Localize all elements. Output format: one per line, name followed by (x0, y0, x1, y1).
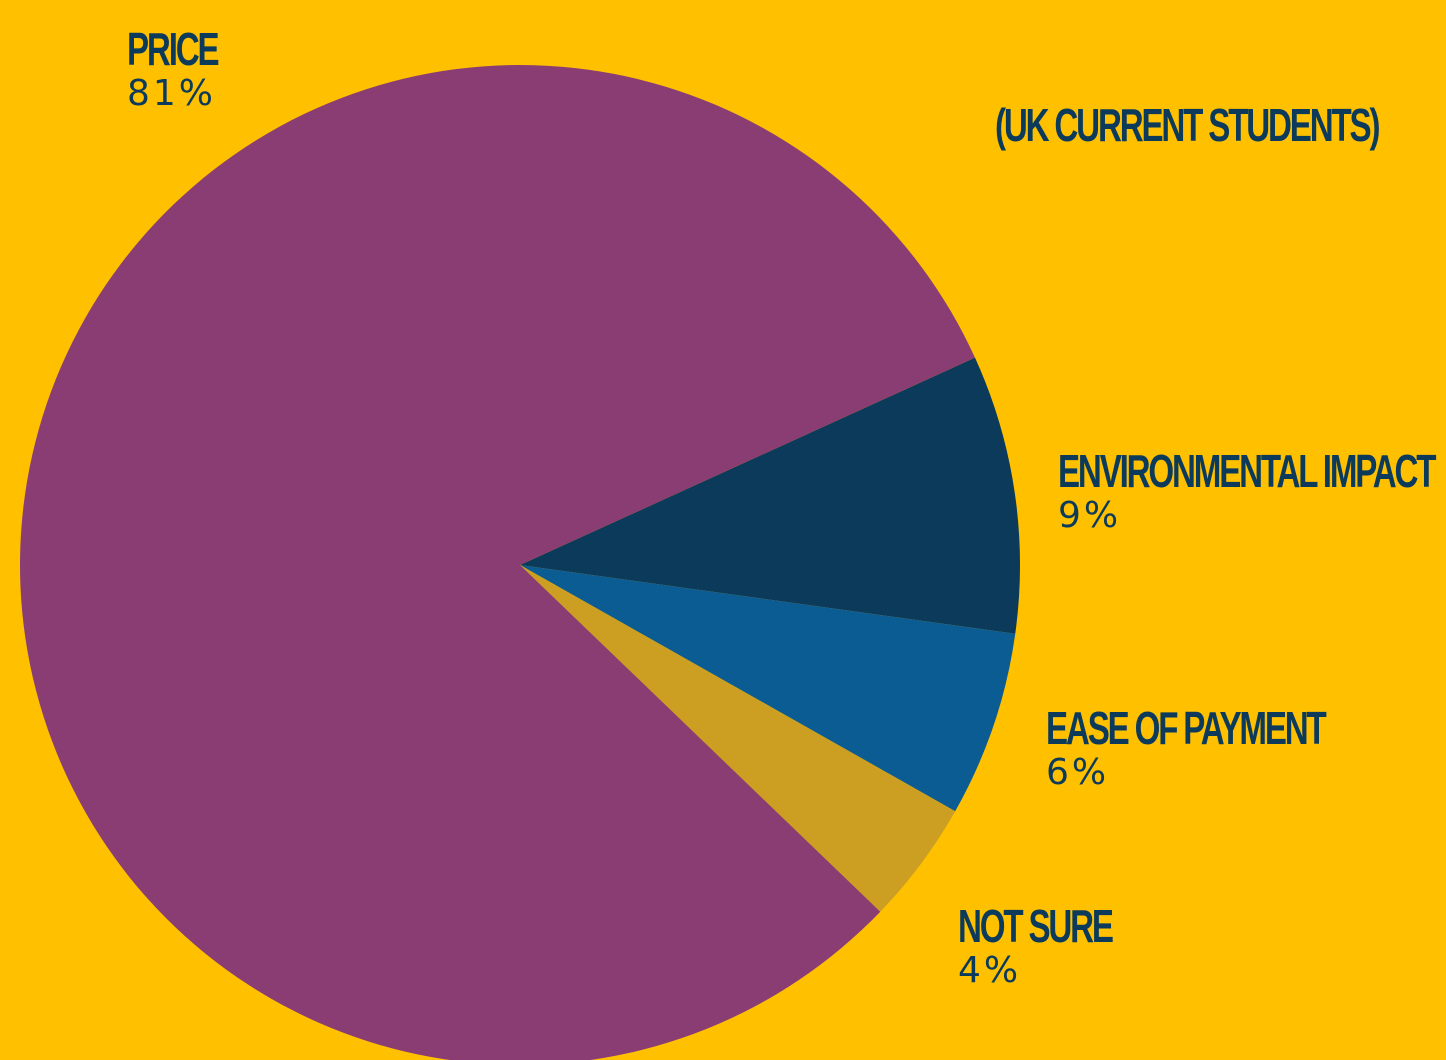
slice-value-price: 81% (127, 73, 217, 114)
label-ease-of-payment: EASE OF PAYMENT 6% (1046, 705, 1433, 791)
slice-label-price: PRICE (127, 23, 220, 75)
label-not-sure: NOT SURE 4% (958, 903, 1172, 989)
slice-label-not-sure: NOT SURE (958, 900, 1114, 952)
slice-label-ease-of-payment: EASE OF PAYMENT (1046, 702, 1327, 754)
slice-label-environmental-impact: ENVIRONMENTAL IMPACT (1058, 445, 1436, 497)
pie-slice-not-sure (520, 565, 956, 912)
label-price: PRICE 81% (127, 26, 253, 112)
slice-value-not-sure: 4% (958, 950, 1022, 991)
pie-slice-price (20, 65, 975, 1060)
pie-slice-ease-of-payment (520, 565, 1016, 812)
slice-value-ease-of-payment: 6% (1046, 752, 1110, 793)
slice-value-environmental-impact: 9% (1058, 495, 1122, 536)
chart-subtitle: (UK CURRENT STUDENTS) (995, 99, 1381, 151)
label-environmental-impact: ENVIRONMENTAL IMPACT 9% (1058, 448, 1446, 534)
pie-slice-environmental-impact (520, 357, 1020, 634)
